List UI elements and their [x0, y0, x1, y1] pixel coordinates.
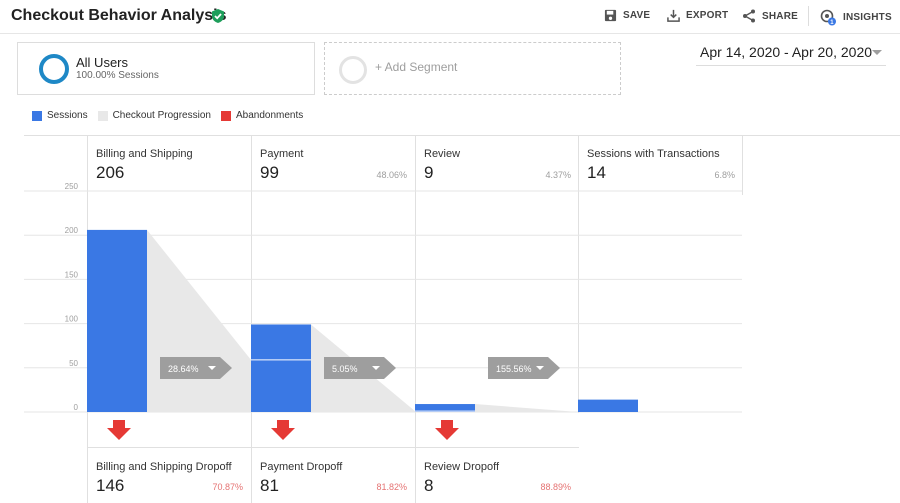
- dropoff-divider: [87, 447, 579, 448]
- add-segment-button[interactable]: + Add Segment: [324, 42, 621, 95]
- dropoff-value-review: 8: [424, 476, 434, 495]
- share-label: SHARE: [762, 10, 799, 22]
- dropoff-label-payment: Payment Dropoff: [260, 461, 343, 473]
- abandonment-arrow-icon[interactable]: [271, 420, 295, 440]
- funnel-top-divider: [24, 135, 900, 136]
- insights-label: INSIGHTS: [843, 12, 892, 23]
- chevron-down-icon: [872, 50, 882, 55]
- column-divider: [251, 135, 252, 503]
- step-label-payment: Payment: [260, 148, 304, 160]
- verified-shield-icon: [212, 9, 224, 23]
- y-tick-label: 50: [69, 359, 78, 368]
- dropoff-label-review: Review Dropoff: [424, 461, 499, 473]
- chart-legend: Sessions Checkout Progression Abandonmen…: [32, 110, 305, 121]
- date-range-selector[interactable]: Apr 14, 2020 - Apr 20, 2020: [696, 42, 886, 66]
- step-label-billing-shipping: Billing and Shipping: [96, 148, 193, 160]
- step-percent-payment: 48.06%: [376, 170, 407, 180]
- legend-item-checkout-progression: Checkout Progression: [97, 110, 211, 121]
- session-bar: [578, 399, 638, 412]
- legend-label-abandonments: Abandonments: [235, 110, 304, 121]
- checkout-progression-area: [475, 404, 578, 412]
- export-icon: [667, 9, 680, 22]
- abandonment-arrow-icon[interactable]: [107, 420, 131, 440]
- dropoff-percent-review: 88.89%: [540, 482, 571, 492]
- y-tick-label: 200: [65, 226, 79, 235]
- legend-item-sessions: Sessions: [32, 110, 88, 121]
- page-title: Checkout Behavior Analysis: [11, 7, 227, 24]
- session-bar: [415, 404, 475, 412]
- step-percent-transactions: 6.8%: [714, 170, 735, 180]
- checkout-progression-area: [147, 229, 251, 412]
- report-header: Checkout Behavior Analysis SAVE EXPORT S…: [0, 0, 900, 34]
- add-segment-label: + Add Segment: [375, 60, 458, 74]
- conversion-tag[interactable]: [324, 357, 396, 379]
- y-tick-label: 0: [74, 403, 79, 412]
- column-divider: [742, 135, 743, 195]
- legend-swatch-sessions: [32, 110, 42, 121]
- save-label: SAVE: [623, 10, 651, 21]
- dropoff-percent-billing-shipping: 70.87%: [212, 482, 243, 492]
- y-tick-label: 250: [65, 182, 79, 191]
- dropoff-label-billing-shipping: Billing and Shipping Dropoff: [96, 461, 232, 473]
- share-button[interactable]: SHARE: [742, 9, 798, 23]
- dropoff-percent-payment: 81.82%: [376, 482, 407, 492]
- session-bar: [87, 229, 147, 412]
- session-bar: [251, 324, 311, 412]
- step-value-billing-shipping: 206: [96, 163, 125, 182]
- column-divider: [578, 135, 579, 413]
- conversion-rate-label: 28.64%: [168, 364, 199, 374]
- legend-label-sessions: Sessions: [47, 110, 88, 121]
- y-tick-label: 150: [65, 270, 79, 279]
- segment-detail: 100.00% Sessions: [76, 70, 159, 81]
- share-icon: [743, 9, 755, 23]
- segment-name: All Users: [76, 55, 129, 70]
- conversion-tag[interactable]: [488, 357, 560, 379]
- step-percent-review: 4.37%: [545, 170, 571, 180]
- date-range-label: Apr 14, 2020 - Apr 20, 2020: [700, 44, 873, 60]
- save-icon: [604, 9, 617, 22]
- legend-label-checkout-progression: Checkout Progression: [112, 110, 211, 121]
- y-tick-label: 100: [65, 315, 79, 324]
- segment-all-users[interactable]: All Users 100.00% Sessions: [17, 42, 315, 95]
- dropdown-caret-icon[interactable]: [536, 366, 544, 370]
- step-label-review: Review: [424, 148, 461, 160]
- legend-swatch-checkout-progression: [97, 110, 108, 121]
- step-value-transactions: 14: [587, 163, 606, 182]
- conversion-tag[interactable]: [160, 357, 232, 379]
- dropdown-caret-icon[interactable]: [372, 366, 380, 370]
- legend-item-abandonments: Abandonments: [220, 110, 304, 121]
- insights-icon: 1: [820, 9, 836, 26]
- step-value-payment: 99: [260, 163, 279, 182]
- insights-badge: 1: [830, 20, 834, 26]
- insights-button[interactable]: 1 INSIGHTS: [820, 9, 892, 26]
- export-label: EXPORT: [686, 10, 729, 21]
- empty-segment-ring-icon: [339, 56, 367, 84]
- conversion-rate-label: 5.05%: [332, 364, 358, 374]
- dropoff-value-payment: 81: [260, 476, 279, 495]
- abandonment-arrow-icon[interactable]: [435, 420, 459, 440]
- export-button[interactable]: EXPORT: [667, 9, 728, 22]
- segment-ring-icon: [39, 54, 69, 84]
- legend-swatch-abandonments: [220, 110, 231, 121]
- save-button[interactable]: SAVE: [604, 9, 650, 22]
- dropoff-value-billing-shipping: 146: [96, 476, 125, 495]
- column-divider: [415, 135, 416, 503]
- step-label-transactions: Sessions with Transactions: [587, 148, 720, 160]
- step-value-review: 9: [424, 163, 434, 182]
- dropdown-caret-icon[interactable]: [208, 366, 216, 370]
- toolbar-divider: [808, 6, 809, 26]
- conversion-rate-label: 155.56%: [496, 364, 532, 374]
